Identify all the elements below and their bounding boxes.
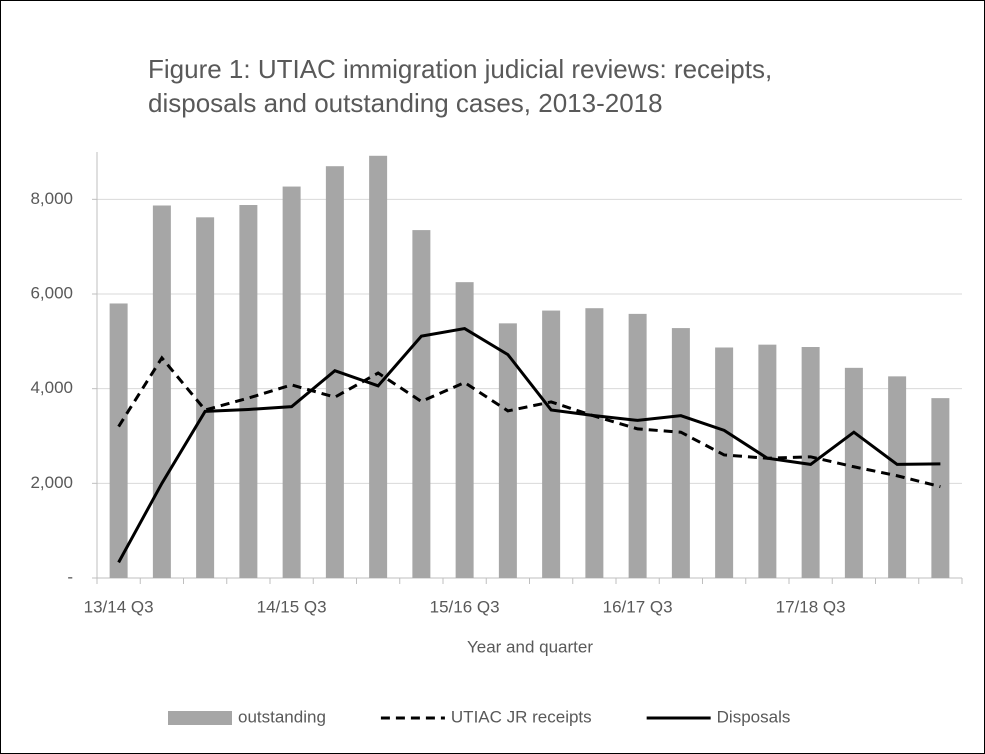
bar — [239, 205, 258, 578]
bar — [844, 367, 863, 578]
line-series — [117, 355, 941, 489]
x-tick-label: 15/16 Q3 — [430, 597, 500, 616]
x-tick-label: 16/17 Q3 — [603, 597, 673, 616]
bar — [542, 310, 561, 578]
line-series — [117, 326, 941, 564]
bar — [628, 313, 647, 578]
x-tick-label: 14/15 Q3 — [257, 597, 327, 616]
bar — [758, 344, 777, 578]
x-tick-label: 17/18 Q3 — [776, 597, 846, 616]
bar — [109, 303, 128, 578]
legend-swatch — [168, 711, 232, 725]
y-tick-label: 6,000 — [30, 283, 73, 302]
chart-title: Figure 1: UTIAC immigration judicial rev… — [148, 54, 773, 118]
bar — [196, 217, 215, 578]
bar — [282, 186, 301, 578]
bar — [152, 205, 171, 578]
legend-label: outstanding — [238, 707, 326, 726]
bar — [801, 347, 820, 578]
bar — [369, 155, 388, 578]
x-axis-label: Year and quarter — [467, 637, 593, 656]
legend-label: Disposals — [717, 707, 791, 726]
y-tick-label: - — [67, 567, 73, 586]
bar — [715, 347, 734, 578]
bar — [931, 398, 950, 578]
y-tick-label: 2,000 — [30, 473, 73, 492]
legend-label: UTIAC JR receipts — [451, 707, 592, 726]
bar — [585, 308, 604, 578]
y-tick-label: 8,000 — [30, 189, 73, 208]
bar — [498, 323, 517, 578]
bar — [455, 282, 474, 578]
bar — [671, 328, 690, 578]
y-tick-label: 4,000 — [30, 378, 73, 397]
bar — [412, 230, 431, 578]
x-tick-label: 13/14 Q3 — [84, 597, 154, 616]
